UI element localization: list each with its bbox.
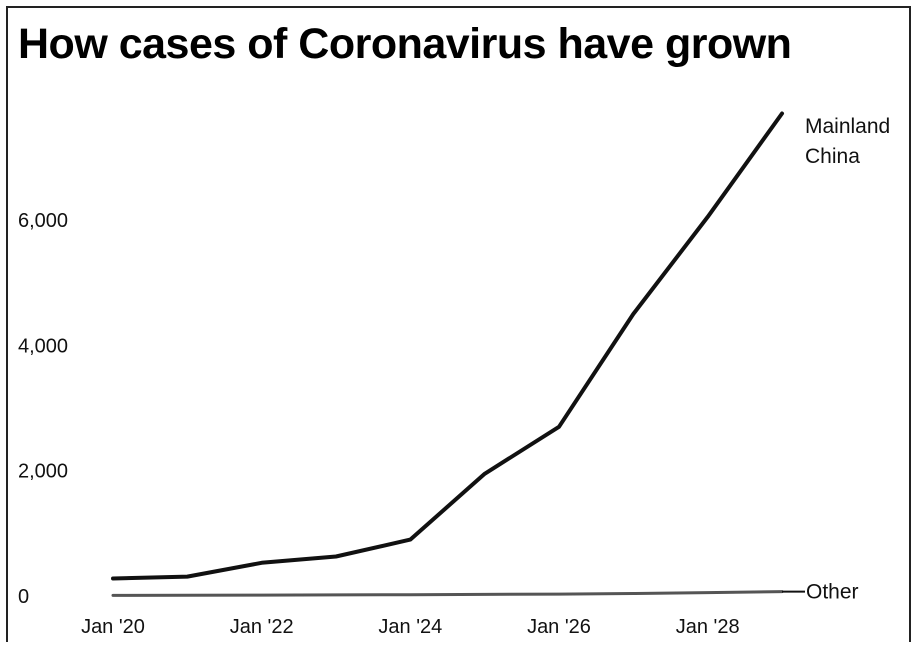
y-tick-label: 0 [18, 586, 29, 608]
chart-frame [6, 6, 911, 642]
x-tick-label: Jan '24 [378, 616, 442, 638]
x-tick-label: Jan '28 [676, 616, 740, 638]
series-label-mainland-china: Mainland [805, 115, 890, 138]
y-tick-label: 4,000 [18, 335, 68, 357]
series-line-mainland-china [111, 111, 784, 581]
y-axis: 0 2,000 4,000 6,000 [18, 210, 68, 608]
y-tick-label: 2,000 [18, 461, 68, 483]
x-tick-label: Jan '26 [527, 616, 591, 638]
y-tick-label: 6,000 [18, 210, 68, 232]
chart-title: How cases of Coronavirus have grown [18, 20, 792, 68]
series-label-mainland-china: China [805, 145, 860, 168]
x-tick-label: Jan '20 [81, 616, 145, 638]
series-label-other: Other [806, 581, 859, 604]
x-axis: Jan '20 Jan '22 Jan '24 Jan '26 Jan '28 [81, 616, 740, 638]
series-layer: Mainland China Other [111, 111, 890, 604]
x-tick-label: Jan '22 [230, 616, 294, 638]
series-line-other [111, 590, 784, 597]
